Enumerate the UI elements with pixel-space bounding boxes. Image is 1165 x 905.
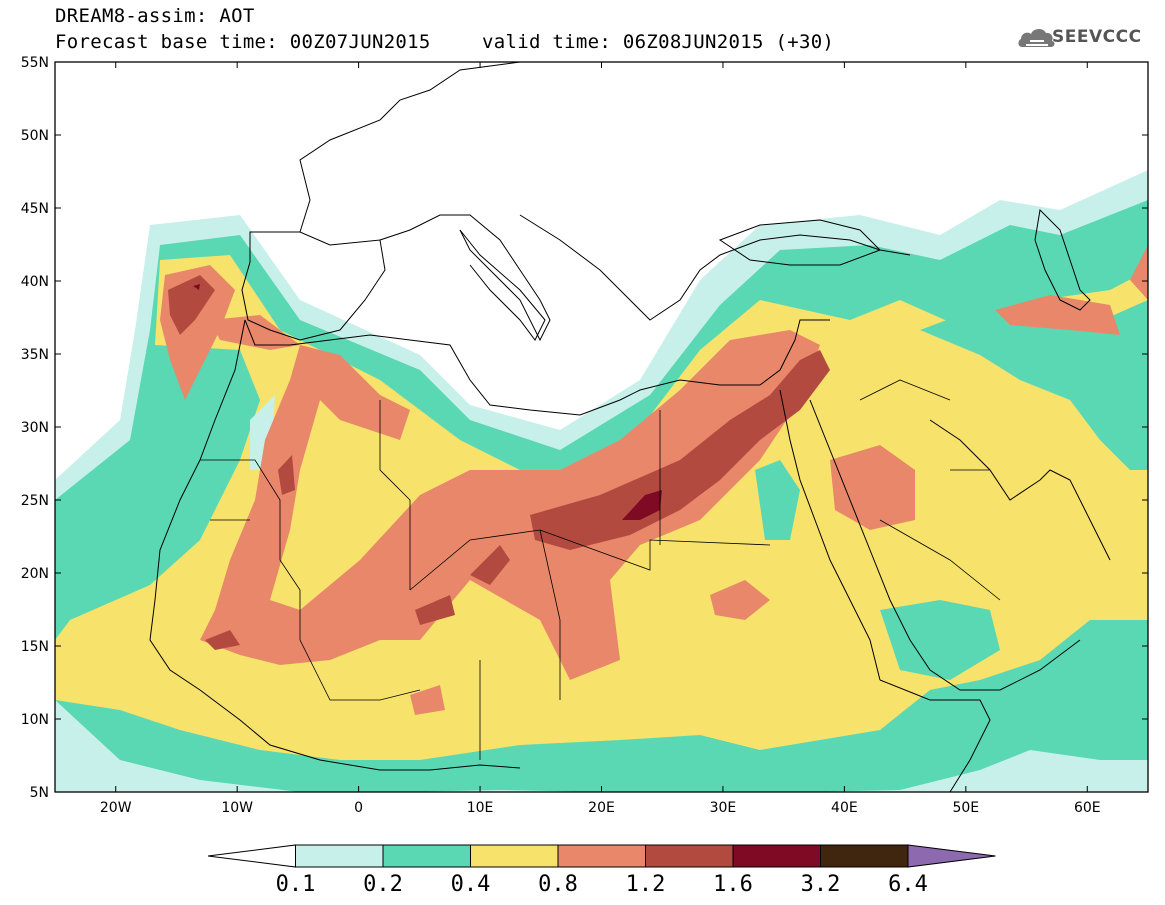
colorbar-cell (470, 844, 559, 868)
longitude-axis: 20W 10W 0 10E 20E 30E 40E 50E 60E (100, 62, 1101, 816)
horn-coast (879, 679, 991, 792)
colorbar-level-label: 1.2 (626, 872, 666, 897)
atlantic-africa-coast (149, 319, 521, 771)
aot-nigeria-orange (410, 685, 445, 715)
valid-time: valid time: 06Z08JUN2015 (+30) (482, 31, 835, 53)
aot-morocco-brown (278, 455, 295, 495)
aot-spain-orange (210, 315, 300, 350)
colorbar-level-label: 6.4 (888, 872, 928, 897)
aot-horn-teal (880, 600, 1000, 680)
lat-tick-label: 25N (21, 493, 49, 509)
lon-tick-label: 40E (831, 800, 858, 816)
colorbar-under-triangle (207, 844, 296, 868)
colorbar: 0.1 0.2 0.4 0.8 1.2 1.6 3.2 6.4 (207, 844, 996, 897)
lon-tick-label: 10E (467, 800, 494, 816)
iberia-coast (241, 231, 386, 341)
north-africa-coast (244, 319, 760, 416)
gulf-coast (929, 419, 1111, 561)
italy-coast (459, 229, 546, 341)
forecast-base-time: Forecast base time: 00Z07JUN2015 (55, 31, 431, 53)
aot-arabia-orange (830, 445, 915, 530)
aot-niger-brown (415, 595, 455, 625)
colorbar-cell (820, 844, 909, 868)
lat-tick-label: 15N (21, 639, 49, 655)
lat-tick-label: 50N (21, 128, 49, 144)
aot-iran-orange (1130, 245, 1148, 300)
aot-gulf-teal (920, 300, 1148, 470)
lon-tick-label: 20W (100, 800, 132, 816)
colorbar-level-label: 0.2 (363, 872, 403, 897)
colorbar-cell (382, 844, 471, 868)
map-title: DREAM8-assim: AOT (55, 5, 255, 27)
aot-iberia-brown (168, 275, 215, 335)
lat-tick-label: 40N (21, 274, 49, 290)
latitude-axis: 5N 10N 15N 20N 25N 30N 35N 40N 45N 50N 55N (21, 55, 1148, 801)
colorbar-level-label: 3.2 (801, 872, 841, 897)
colorbar-cell (295, 844, 384, 868)
lon-tick-label: 20E (588, 800, 615, 816)
europe-coast (299, 62, 551, 342)
colorbar-level-label: 1.6 (713, 872, 753, 897)
lat-tick-label: 20N (21, 566, 49, 582)
lat-tick-label: 35N (21, 347, 49, 363)
cloud-logo-icon (1018, 28, 1055, 47)
colorbar-over-triangle (907, 844, 996, 868)
lat-tick-label: 45N (21, 201, 49, 217)
lat-tick-label: 30N (21, 420, 49, 436)
lon-tick-label: 10W (221, 800, 253, 816)
aot-caspian-orange (995, 295, 1120, 335)
coastlines (149, 62, 1111, 792)
lat-tick-label: 5N (30, 785, 49, 801)
lat-tick-label: 55N (21, 55, 49, 71)
balkans-coast (519, 214, 911, 321)
aot-iberia-crimson (193, 284, 200, 290)
aot-field (55, 170, 1148, 792)
aot-red-sea-teal (755, 460, 800, 540)
colorbar-level-label: 0.4 (451, 872, 491, 897)
colorbar-cell (557, 844, 646, 868)
aot-band-1.6 (622, 490, 662, 520)
red-sea-east (809, 399, 1081, 691)
aot-mali-brown (470, 545, 510, 585)
aot-band-1.2 (530, 350, 830, 550)
logo-text: SEEVCCC (1052, 27, 1142, 47)
lon-tick-label: 60E (1074, 800, 1101, 816)
colorbar-level-label: 0.8 (538, 872, 578, 897)
black-sea (718, 219, 881, 266)
lon-tick-label: 30E (710, 800, 737, 816)
levant-coast (759, 319, 881, 681)
lon-tick-label: 50E (952, 800, 979, 816)
aot-sudan-orange (710, 580, 770, 620)
colorbar-level-label: 0.1 (276, 872, 316, 897)
lat-tick-label: 10N (21, 712, 49, 728)
aot-senegal-brown (205, 630, 240, 650)
colorbar-cell (645, 844, 734, 868)
colorbar-cell (732, 844, 821, 868)
aot-band-0.8 (200, 330, 820, 680)
lon-tick-label: 0 (354, 800, 363, 816)
country-borders (200, 379, 1001, 760)
caspian-sea (1034, 208, 1091, 311)
